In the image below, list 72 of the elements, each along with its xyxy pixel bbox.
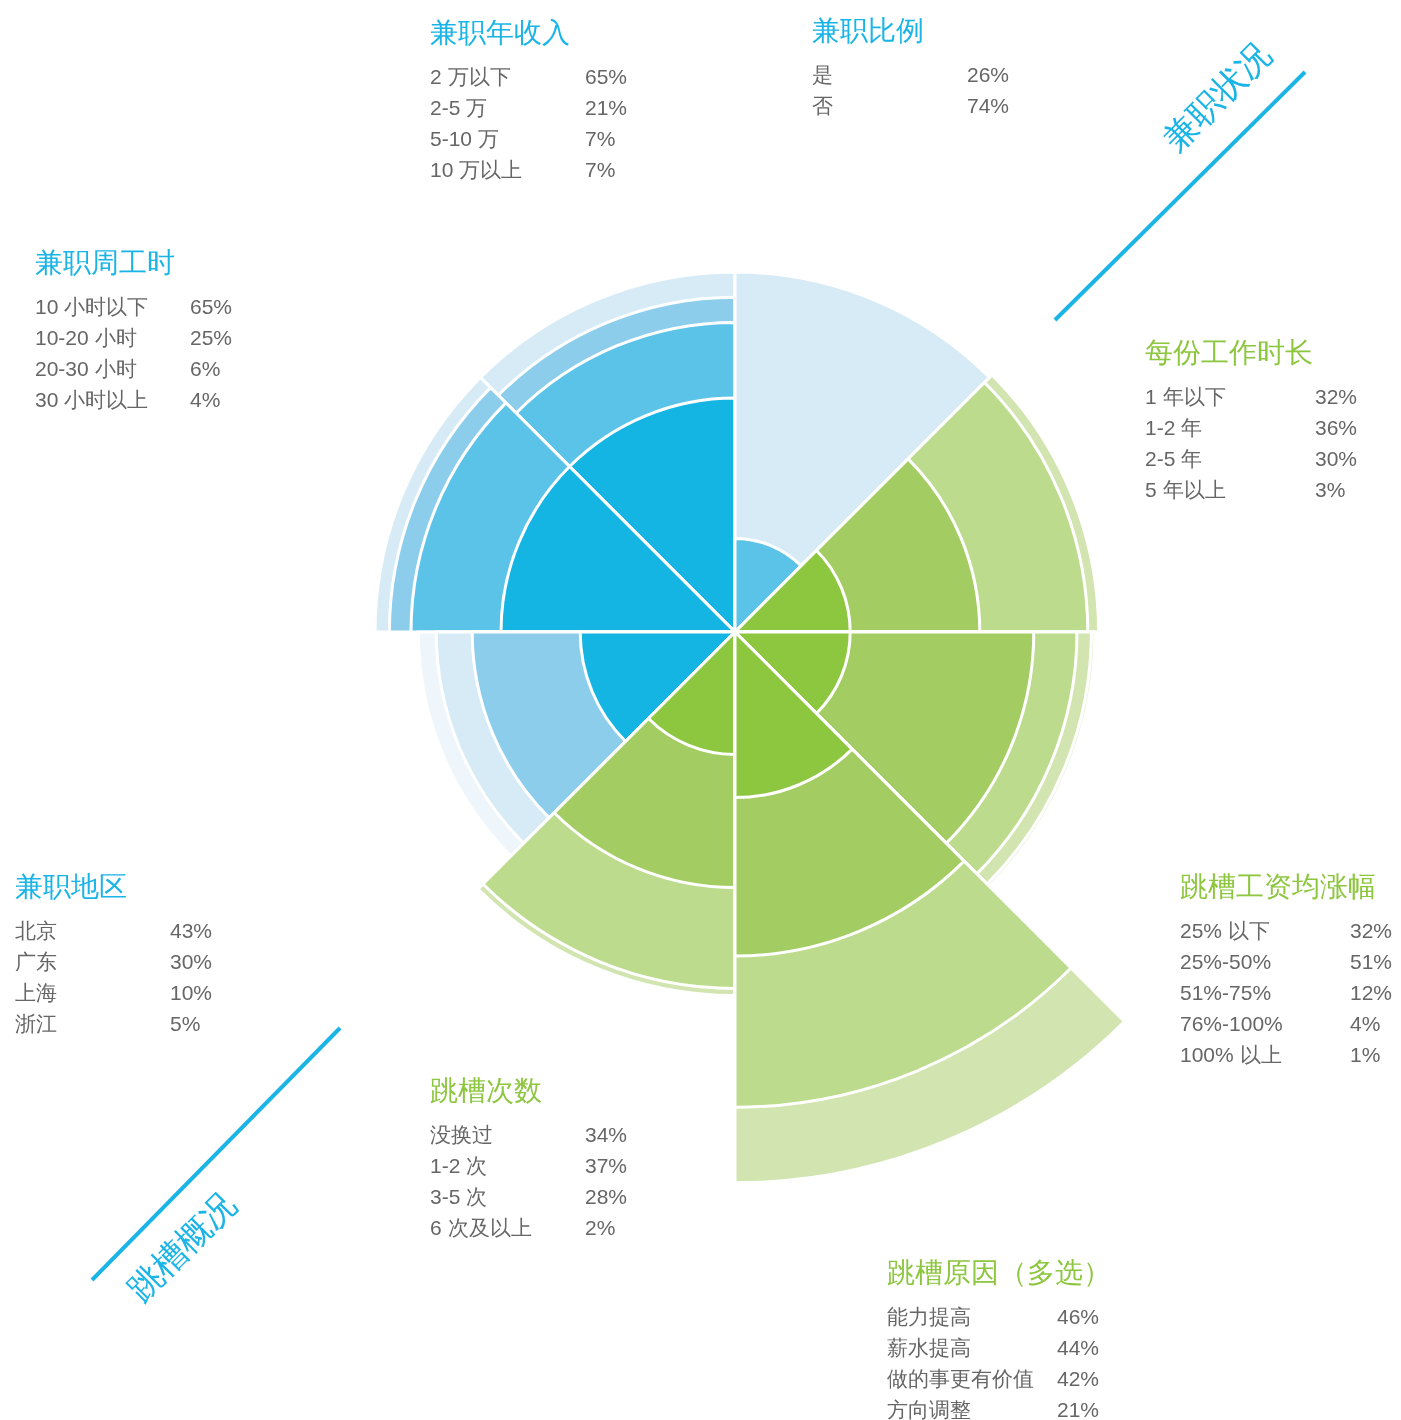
data-label: 25% (190, 326, 233, 349)
category-label: 10 万以上 (430, 158, 523, 181)
text: 兼职周工时 (35, 247, 175, 278)
text: 兼职年收入 (430, 17, 570, 48)
category-label: 2-5 年 (1145, 447, 1203, 470)
category-label: 20-30 小时 (35, 357, 137, 380)
data-label: 32% (1350, 919, 1393, 942)
data-label: 32% (1315, 385, 1358, 408)
data-label: 28% (585, 1185, 628, 1208)
category-label: 51%-75% (1180, 981, 1272, 1004)
data-label: 65% (190, 295, 233, 318)
data-label: 36% (1315, 416, 1358, 439)
category-label: 5 年以上 (1145, 478, 1226, 501)
data-label: 26% (967, 63, 1010, 86)
category-label: 否 (812, 94, 833, 117)
data-label: 21% (1057, 1398, 1100, 1420)
category-label: 6 次及以上 (430, 1216, 532, 1239)
category-label: 能力提高 (887, 1305, 971, 1328)
category-label: 30 小时以上 (35, 388, 149, 411)
category-label: 10-20 小时 (35, 326, 137, 349)
data-label: 42% (1057, 1367, 1100, 1390)
data-label: 46% (1057, 1305, 1100, 1328)
category-label: 10 小时以下 (35, 295, 149, 318)
data-label: 1% (1350, 1043, 1381, 1066)
category-label: 1-2 年 (1145, 416, 1203, 439)
text: 跳槽工资均涨幅 (1180, 871, 1376, 902)
data-label: 4% (1350, 1012, 1381, 1035)
data-label: 6% (190, 357, 221, 380)
text: 跳槽原因（多选） (887, 1257, 1111, 1288)
data-label: 3% (1315, 478, 1346, 501)
category-label: 是 (812, 63, 833, 86)
data-label: 7% (585, 158, 616, 181)
category-label: 上海 (15, 981, 57, 1004)
data-label: 30% (170, 950, 213, 973)
data-label: 7% (585, 127, 616, 150)
data-label: 34% (585, 1123, 628, 1146)
category-label: 浙江 (15, 1012, 57, 1035)
category-label: 2-5 万 (430, 96, 488, 119)
data-label: 30% (1315, 447, 1358, 470)
data-label: 2% (585, 1216, 616, 1239)
data-label: 74% (967, 94, 1010, 117)
text: 兼职地区 (15, 871, 127, 902)
category-label: 3-5 次 (430, 1185, 488, 1208)
text: 每份工作时长 (1145, 337, 1313, 368)
category-label: 没换过 (430, 1123, 493, 1146)
data-label: 44% (1057, 1336, 1100, 1359)
data-label: 4% (190, 388, 221, 411)
data-label: 37% (585, 1154, 628, 1177)
data-label: 51% (1350, 950, 1393, 973)
data-label: 12% (1350, 981, 1393, 1004)
category-label: 1 年以下 (1145, 385, 1226, 408)
text: 兼职状况 (1155, 35, 1279, 159)
category-label: 25%-50% (1180, 950, 1272, 973)
data-label: 10% (170, 981, 213, 1004)
data-label: 43% (170, 919, 213, 942)
category-label: 25% 以下 (1180, 919, 1270, 942)
data-label: 5% (170, 1012, 201, 1035)
category-label: 做的事更有价值 (887, 1367, 1034, 1390)
category-label: 薪水提高 (887, 1336, 971, 1359)
category-label: 100% 以上 (1180, 1043, 1282, 1066)
text: 跳槽概况 (120, 1185, 244, 1309)
text: 跳槽次数 (430, 1075, 542, 1106)
category-label: 5-10 万 (430, 127, 499, 150)
data-label: 65% (585, 65, 628, 88)
category-label: 1-2 次 (430, 1154, 488, 1177)
category-label: 方向调整 (887, 1398, 971, 1420)
category-label: 广东 (15, 950, 57, 973)
category-label: 北京 (15, 919, 57, 942)
category-label: 76%-100% (1180, 1012, 1283, 1035)
data-label: 21% (585, 96, 628, 119)
category-label: 2 万以下 (430, 65, 511, 88)
text: 兼职比例 (812, 15, 924, 46)
